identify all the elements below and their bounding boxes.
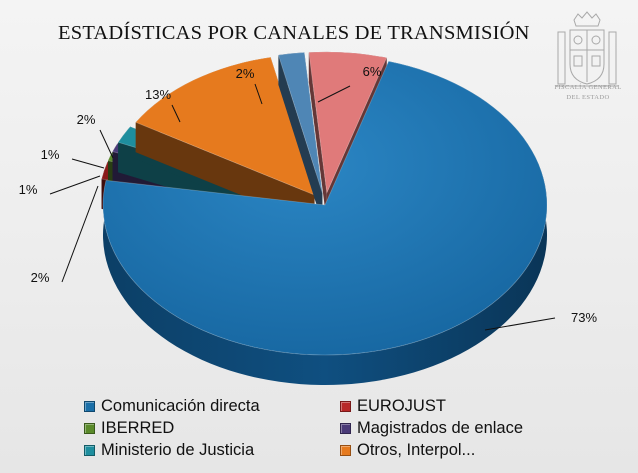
legend-label: Magistrados de enlace	[357, 418, 524, 437]
data-label: 2%	[77, 112, 96, 127]
legend-item: Magistrados de enlace	[340, 418, 604, 438]
pie-slice	[277, 51, 323, 223]
logo-text-line1: FISCALÍA GENERAL	[554, 84, 622, 91]
leader-line	[171, 104, 181, 123]
data-label: 1%	[41, 147, 60, 162]
data-label: 73%	[571, 310, 597, 325]
chart-title: ESTADÍSTICAS POR CANALES DE TRANSMISIÓN	[58, 22, 530, 44]
legend-swatch	[340, 422, 351, 434]
leader-line	[61, 185, 99, 283]
logo-text-line2: DEL ESTADO	[566, 94, 610, 101]
data-label: 2%	[236, 66, 255, 81]
legend-swatch	[340, 400, 351, 412]
data-label: 13%	[145, 87, 171, 102]
legend-item: Ministerio de Justicia	[84, 440, 340, 460]
legend-swatch	[84, 400, 95, 412]
leader-line	[254, 83, 263, 105]
pie-slice	[135, 56, 316, 226]
data-label: 1%	[19, 182, 38, 197]
legend-item: IBERRED	[84, 418, 340, 438]
legend-swatch	[84, 422, 95, 434]
leader-line	[49, 175, 101, 195]
legend-item: EUROJUST	[340, 396, 604, 416]
legend-label: IBERRED	[101, 418, 175, 437]
data-label: 6%	[363, 64, 382, 79]
legend-swatch	[84, 444, 95, 456]
legend-label: EUROJUST	[357, 396, 446, 415]
leader-line	[484, 317, 556, 331]
leader-line	[99, 129, 114, 159]
legend-item: Otros, Interpol...	[340, 440, 604, 460]
leader-line	[71, 158, 105, 169]
legend-swatch	[340, 444, 351, 456]
pie-slice	[102, 60, 548, 386]
chart-legend: Comunicación directa EUROJUST IBERRED Magis…	[84, 396, 604, 460]
legend-label: Comunicación directa	[101, 396, 260, 415]
legend-label: Otros, Interpol...	[357, 440, 476, 459]
coat-of-arms-logo	[556, 11, 618, 87]
legend-item: Comunicación directa	[84, 396, 340, 416]
data-label: 2%	[31, 270, 50, 285]
leader-line	[317, 85, 351, 103]
legend-label: Ministerio de Justicia	[101, 440, 255, 459]
